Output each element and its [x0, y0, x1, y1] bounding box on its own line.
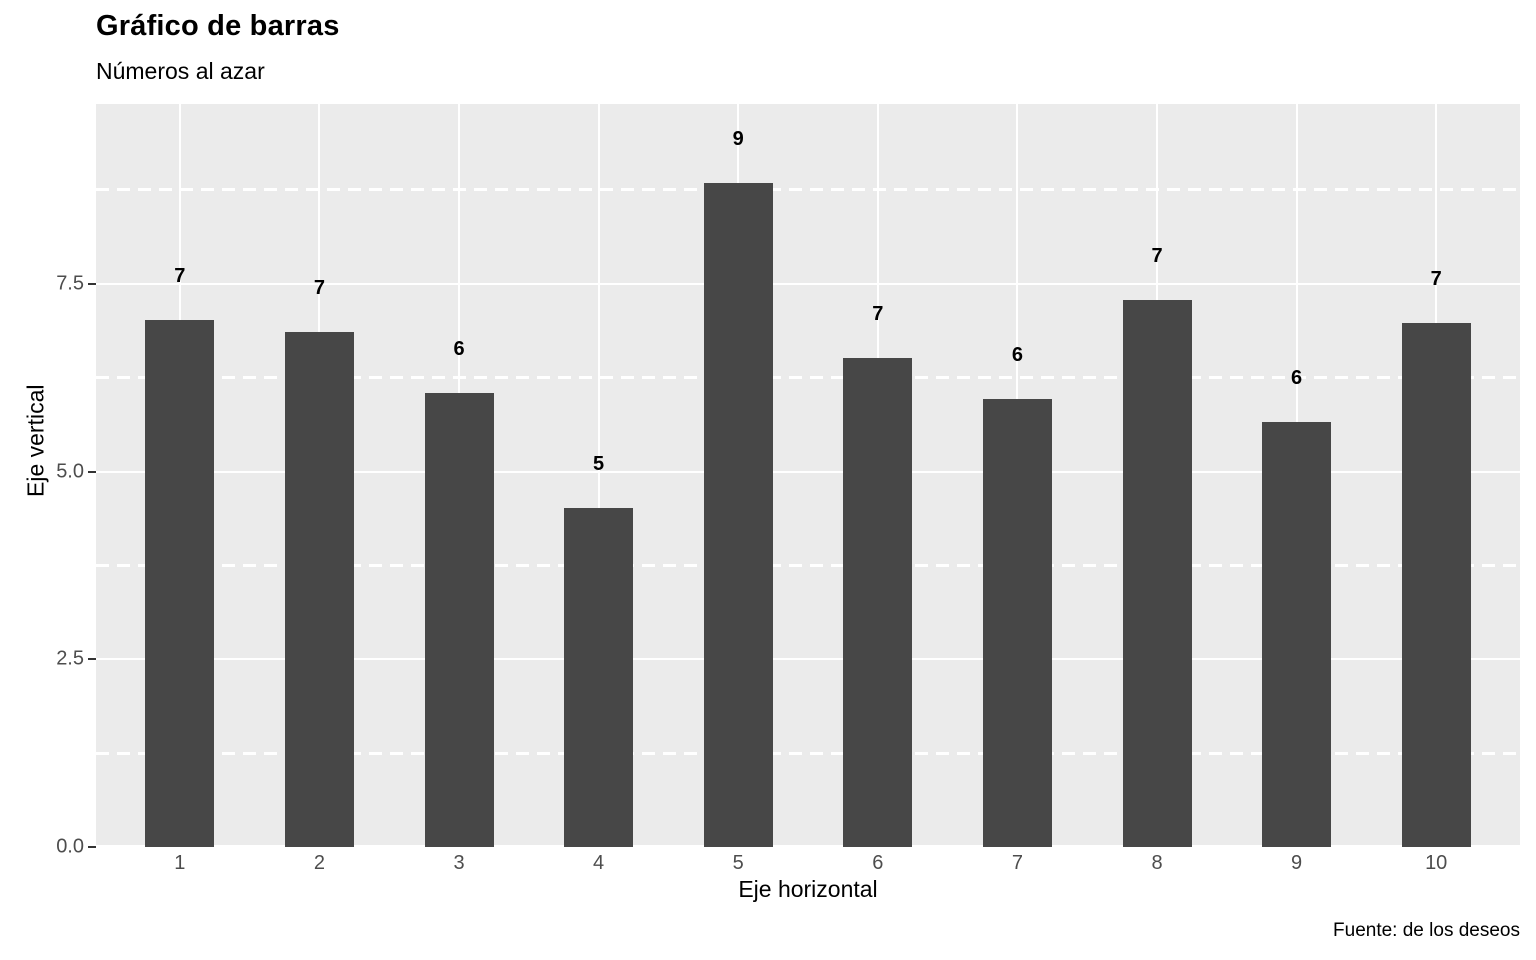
bar-8 [1122, 299, 1192, 847]
bar-7 [982, 398, 1052, 847]
bar-value-label: 7 [1430, 267, 1442, 290]
y-tick-mark [88, 282, 96, 285]
x-tick-label: 10 [1425, 852, 1448, 874]
bar-2 [284, 331, 354, 847]
bar-value-label: 5 [593, 452, 605, 475]
gridline-vertical [597, 104, 600, 847]
bar-value-label: 7 [1151, 244, 1163, 267]
gridline-major [96, 282, 1520, 285]
gridline-minor [96, 376, 1520, 380]
bar-10 [1401, 322, 1471, 847]
x-tick-label: 8 [1151, 852, 1163, 874]
gridline-minor [96, 188, 1520, 192]
chart-subtitle: Números al azar [96, 58, 265, 84]
x-tick-label: 9 [1291, 852, 1303, 874]
bar-1 [145, 319, 215, 847]
bar-value-label: 6 [1291, 366, 1303, 389]
y-tick-label: 5.0 [56, 460, 84, 482]
chart-title: Gráfico de barras [96, 10, 340, 42]
x-tick-label: 2 [313, 852, 325, 874]
x-tick-label: 4 [593, 852, 605, 874]
plot-panel: 7 7 6 5 9 7 6 7 6 7 [96, 104, 1520, 847]
x-tick-label: 1 [174, 852, 186, 874]
bar-3 [424, 392, 494, 847]
gridline-major [96, 658, 1520, 661]
y-tick-label: 0.0 [56, 835, 84, 858]
gridline-minor [96, 751, 1520, 755]
y-tick-label: 2.5 [56, 647, 84, 670]
bar-5 [703, 183, 773, 847]
y-tick-mark [88, 846, 96, 848]
gridline-minor [96, 563, 1520, 567]
x-tick-label: 6 [872, 852, 884, 874]
bar-4 [564, 507, 634, 847]
x-tick-label: 7 [1011, 852, 1023, 874]
x-tick-label: 5 [732, 852, 744, 874]
bar-value-label: 6 [453, 337, 465, 360]
gridline-major [96, 470, 1520, 473]
y-tick-mark [88, 658, 96, 661]
source-caption: Fuente: de los deseos [1333, 920, 1520, 941]
y-tick-label: 7.5 [56, 272, 84, 295]
gridline-major [96, 845, 1520, 847]
bar-6 [843, 358, 913, 847]
x-tick-label: 3 [453, 852, 465, 874]
bar-value-label: 7 [872, 303, 884, 326]
bar-value-label: 7 [174, 264, 186, 287]
bar-value-label: 9 [732, 128, 744, 151]
y-tick-mark [88, 470, 96, 473]
x-axis-title: Eje horizontal [738, 876, 878, 902]
bar-9 [1262, 421, 1332, 847]
bar-value-label: 7 [313, 276, 325, 299]
bar-value-label: 6 [1011, 343, 1023, 366]
